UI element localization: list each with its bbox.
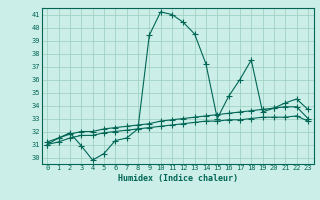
X-axis label: Humidex (Indice chaleur): Humidex (Indice chaleur) bbox=[118, 174, 237, 183]
